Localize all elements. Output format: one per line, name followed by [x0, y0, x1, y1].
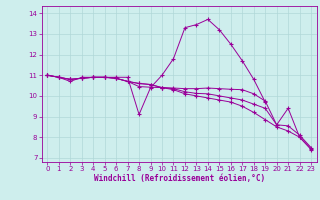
X-axis label: Windchill (Refroidissement éolien,°C): Windchill (Refroidissement éolien,°C) — [94, 174, 265, 183]
